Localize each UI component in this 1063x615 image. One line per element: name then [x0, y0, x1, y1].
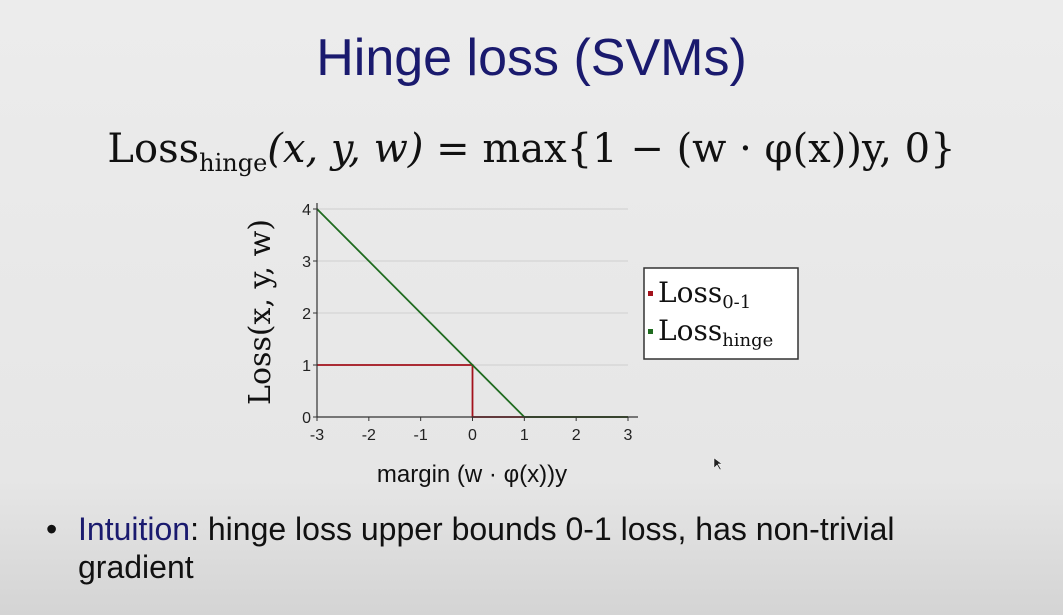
legend-box	[643, 267, 799, 360]
legend-swatch-losshinge	[648, 329, 653, 334]
y-tick-label-1: 1	[302, 358, 311, 375]
bullet-line2: gradient	[78, 549, 194, 585]
bullet-keyword: Intuition	[78, 511, 191, 547]
x-tick-label-3: 3	[624, 427, 633, 444]
x-tick-label--3: -3	[310, 427, 324, 444]
chart-ticks: 0 1 2 3 4 -3 -2 -1 0 1 2 3	[302, 202, 632, 444]
x-tick-label--1: -1	[414, 427, 428, 444]
formula-args: (x, y, w)	[267, 126, 424, 172]
bullet-dot: •	[46, 511, 58, 547]
x-tick-label--2: -2	[362, 427, 376, 444]
series-line-0	[317, 364, 628, 418]
formula-rhs: = max{1 − (w · φ(x))y, 0}	[436, 126, 956, 172]
x-axis-label: margin (w · φ(x))y	[377, 461, 567, 488]
y-axis-label: Loss(x, y, w)	[243, 219, 278, 405]
intuition-bullet: • Intuition: hinge loss upper bounds 0-1…	[46, 510, 1036, 586]
bullet-rest: : hinge loss upper bounds 0-1 loss, has …	[190, 511, 895, 547]
y-tick-label-4: 4	[302, 202, 311, 219]
legend-swatch-loss01	[648, 291, 653, 296]
x-tick-label-2: 2	[572, 427, 581, 444]
y-tick-label-2: 2	[302, 306, 311, 323]
x-tick-label-1: 1	[520, 427, 529, 444]
bullet-text: Intuition: hinge loss upper bounds 0-1 l…	[78, 510, 1036, 586]
chart-axes	[316, 203, 638, 418]
y-tick-label-3: 3	[302, 254, 311, 271]
mouse-cursor-icon	[713, 457, 723, 471]
hinge-loss-formula: Losshinge(x, y, w) = max{1 − (w · φ(x))y…	[0, 126, 1063, 177]
legend-label-losshinge: Losshinge	[658, 314, 773, 351]
chart-series	[316, 208, 628, 418]
formula-subscript: hinge	[199, 149, 268, 177]
chart-grid	[317, 208, 628, 366]
chart-legend: Loss0-1 Losshinge	[643, 267, 799, 360]
legend-label-loss01: Loss0-1	[658, 276, 751, 313]
series-line-1	[316, 208, 628, 418]
y-tick-label-0: 0	[302, 410, 311, 427]
formula-loss-word: Loss	[107, 126, 200, 172]
x-tick-label-0: 0	[468, 427, 477, 444]
slide-title: Hinge loss (SVMs)	[316, 29, 747, 87]
